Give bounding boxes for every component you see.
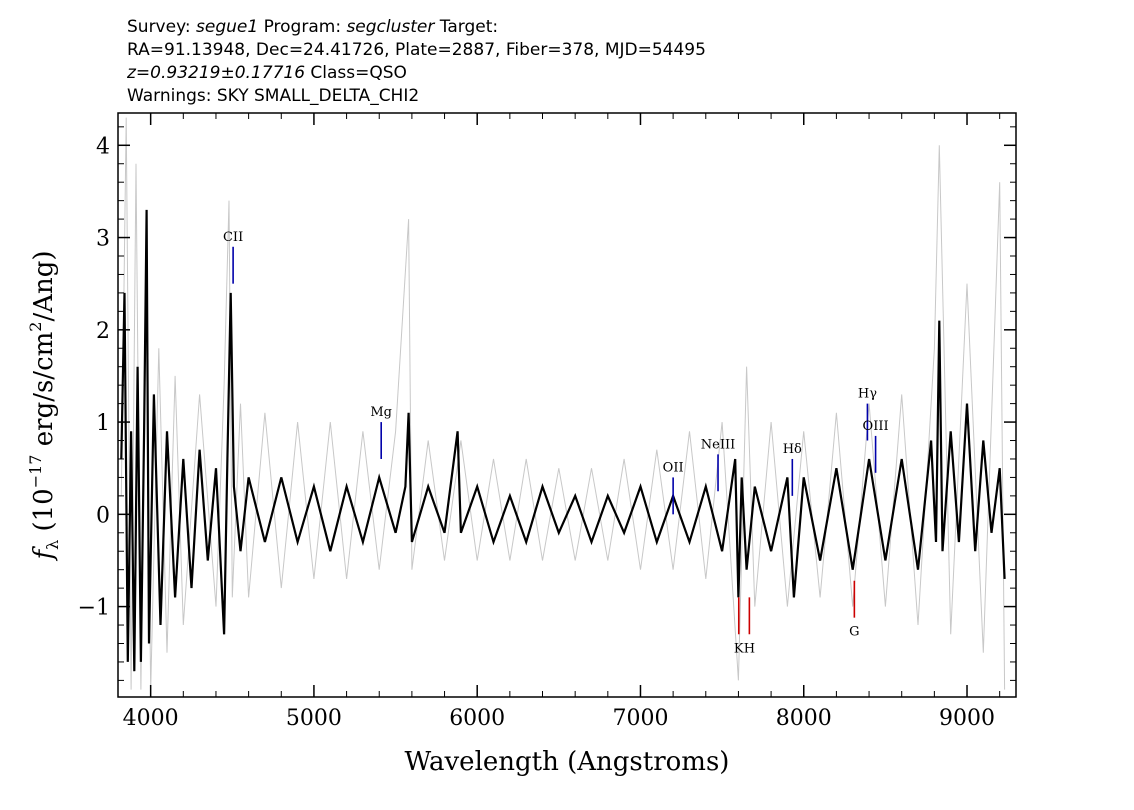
x-tick-label: 9000	[939, 706, 995, 731]
smoothed-flux-series	[120, 209, 1006, 672]
y-tick-label: 4	[96, 134, 110, 159]
raw-flux-series	[120, 117, 1006, 690]
emission-line-label: OIII	[863, 419, 889, 434]
axis-ticks: 4000 5000 6000 7000 8000 9000 −1 0 1 2 3 4	[78, 113, 1016, 731]
plot-area: CII Mg OII NeIII Hδ Hγ OIII K H G	[120, 117, 1006, 690]
emission-line-label: Hδ	[783, 442, 802, 457]
y-tick-label: 3	[96, 227, 110, 252]
x-axis-label: Wavelength (Angstroms)	[405, 747, 730, 777]
y-tick-label: −1	[78, 596, 110, 621]
y-tick-label: 0	[96, 503, 110, 528]
emission-line-label: OII	[663, 460, 684, 475]
emission-line-label: NeIII	[701, 437, 735, 452]
y-axis-label: fλ (10−17 erg/s/cm2/Ang)	[26, 250, 62, 561]
plot-frame	[117, 112, 1017, 698]
header-line-2: RA=91.13948, Dec=24.41726, Plate=2887, F…	[127, 40, 706, 60]
x-tick-label: 8000	[776, 706, 832, 731]
x-tick-label: 6000	[449, 706, 505, 731]
y-tick-label: 2	[96, 319, 110, 344]
emission-line-label: Mg	[370, 405, 392, 420]
absorption-line-label: G	[849, 625, 859, 640]
emission-line-label: Hγ	[858, 387, 877, 402]
x-tick-label: 4000	[123, 706, 179, 731]
header-line-3: z=0.93219±0.17716 Class=QSO	[126, 63, 407, 83]
x-tick-label: 5000	[286, 706, 342, 731]
y-tick-label: 1	[96, 411, 110, 436]
spectral-line-markers: CII Mg OII NeIII Hδ Hγ OIII K H G	[223, 230, 889, 656]
emission-line-label: CII	[223, 230, 243, 245]
absorption-line-label: H	[744, 641, 755, 656]
header-line-1: Survey: segue1 Program: segcluster Targe…	[127, 17, 498, 37]
header-line-4: Warnings: SKY SMALL_DELTA_CHI2	[127, 86, 419, 106]
x-tick-label: 7000	[612, 706, 668, 731]
absorption-line-label: K	[734, 641, 744, 656]
